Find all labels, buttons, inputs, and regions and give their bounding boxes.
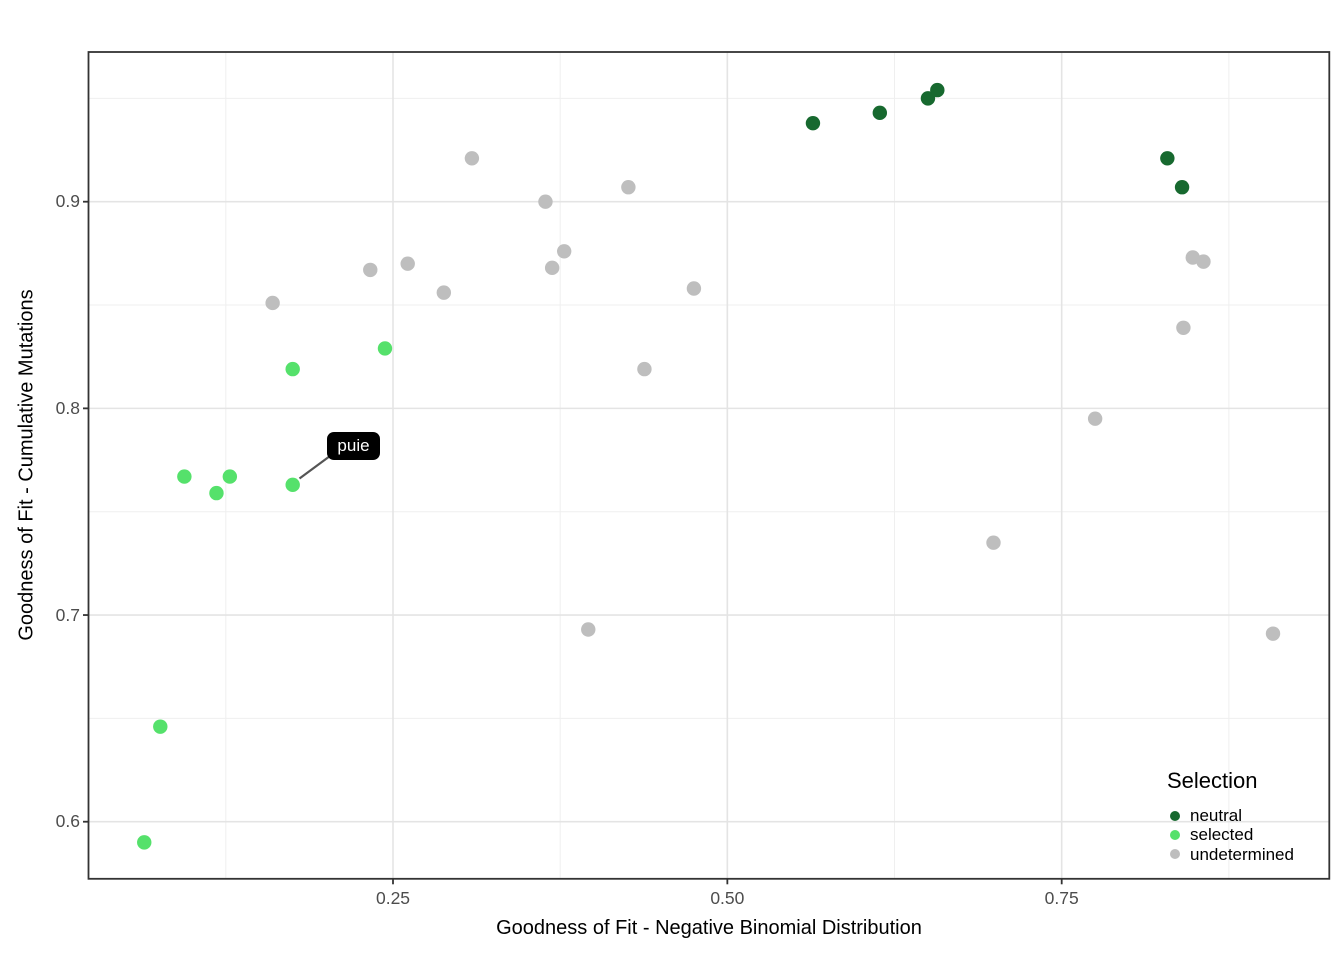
annotation-leader-line	[298, 455, 331, 480]
grid-major-lines	[88, 52, 1330, 879]
axis-tick-marks	[83, 200, 1063, 885]
grid-minor-lines	[88, 52, 1330, 879]
data-points	[137, 82, 1281, 850]
panel-border	[87, 51, 1331, 880]
